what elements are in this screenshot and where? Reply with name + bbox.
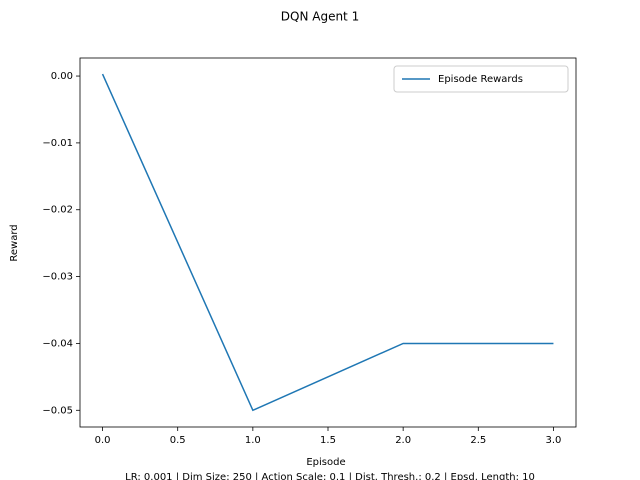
chart-title: DQN Agent 1 — [281, 10, 359, 24]
y-tick-label: −0.01 — [42, 138, 73, 149]
x-tick-label: 2.5 — [470, 435, 486, 446]
axes-frame — [79, 57, 577, 428]
x-tick-label: 0.5 — [170, 435, 186, 446]
y-tick-label: −0.04 — [42, 338, 73, 349]
data-line — [101, 73, 554, 412]
footer-text: LR: 0.001 | Dim Size: 250 | Action Scale… — [125, 472, 535, 480]
y-tick-label: −0.02 — [42, 205, 73, 216]
x-axis-label: Episode — [306, 457, 345, 468]
x-tick-label: 0.0 — [95, 435, 111, 446]
x-tick-label: 3.0 — [546, 435, 562, 446]
x-tick-label: 1.0 — [245, 435, 261, 446]
y-tick-label: −0.03 — [42, 272, 73, 283]
y-axis-label: Reward — [9, 224, 20, 261]
x-tick-label: 2.0 — [395, 435, 411, 446]
y-tick-label: −0.05 — [42, 405, 73, 416]
legend-label: Episode Rewards — [438, 74, 523, 85]
y-tick-label: 0.00 — [51, 71, 73, 82]
legend-box — [393, 65, 569, 93]
x-tick-label: 1.5 — [320, 435, 336, 446]
